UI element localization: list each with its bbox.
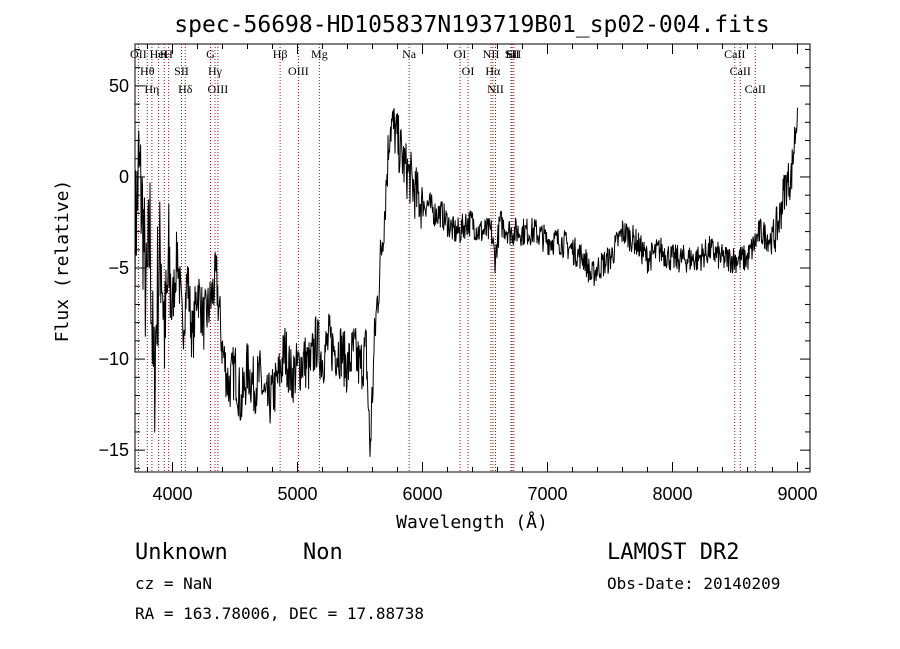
- marker-label-19: NII: [487, 82, 504, 96]
- chart-title: spec-56698-HD105837N193719B01_sp02-004.f…: [174, 12, 769, 38]
- x-tick-label-3: 7000: [527, 484, 567, 504]
- y-axis-ticks: −15 −10 −5 0 50: [98, 48, 810, 469]
- y-tick-label-4: 50: [109, 76, 129, 96]
- y-tick-label-1: −10: [98, 349, 129, 369]
- marker-label-11: Hβ: [273, 47, 288, 61]
- survey-name: LAMOST DR2: [607, 540, 739, 565]
- marker-label-3: HeI: [150, 47, 168, 61]
- marker-label-12: OIII: [288, 64, 309, 78]
- object-class: Unknown: [135, 540, 228, 565]
- marker-label-1: Hθ: [140, 64, 155, 78]
- marker-label-13: Mg: [311, 47, 328, 61]
- spectrum-line: [134, 107, 798, 457]
- x-axis-label: Wavelength (Å): [396, 511, 548, 533]
- x-tick-label-5: 9000: [777, 484, 817, 504]
- marker-label-9: Hγ: [208, 64, 223, 78]
- marker-label-7: Hδ: [178, 82, 193, 96]
- x-axis-ticks: 4000 5000 6000 7000 8000 9000: [147, 44, 818, 504]
- marker-label-15: OI: [454, 47, 467, 61]
- spectrum-series: [134, 107, 798, 457]
- marker-label-2: Hη: [144, 82, 159, 96]
- x-tick-label-1: 5000: [277, 484, 317, 504]
- marker-label-6: SII: [174, 64, 189, 78]
- marker-label-25: CaII: [745, 82, 766, 96]
- redshift-cz: cz = NaN: [135, 574, 212, 593]
- marker-label-0: OII: [130, 47, 147, 61]
- marker-label-22: SII: [507, 47, 522, 61]
- marker-label-8: G: [206, 47, 215, 61]
- y-tick-label-0: −15: [98, 440, 129, 460]
- plot-frame: [134, 43, 811, 473]
- observation-date: Obs-Date: 20140209: [607, 574, 780, 593]
- x-tick-label-4: 8000: [652, 484, 692, 504]
- marker-label-24: CaII: [730, 64, 751, 78]
- marker-label-4: K: [160, 47, 169, 61]
- coordinates: RA = 163.78006, DEC = 17.88738: [135, 604, 424, 623]
- marker-label-14: Na: [402, 47, 417, 61]
- emission-line-markers: [137, 44, 756, 472]
- x-tick-label-2: 6000: [402, 484, 442, 504]
- marker-label-20: Li: [506, 47, 517, 61]
- marker-label-18: Hα: [485, 64, 501, 78]
- y-tick-label-2: −5: [108, 258, 129, 278]
- y-axis-label: Flux (relative): [52, 180, 73, 343]
- marker-label-17: NII: [483, 47, 500, 61]
- y-tick-label-3: 0: [119, 167, 129, 187]
- marker-label-21: SII: [505, 47, 520, 61]
- marker-label-23: CaII: [724, 47, 745, 61]
- marker-label-16: OI: [462, 64, 475, 78]
- marker-label-10: OIII: [208, 82, 229, 96]
- x-tick-label-0: 4000: [152, 484, 192, 504]
- object-subclass: Non: [303, 540, 343, 565]
- marker-label-5: H: [164, 47, 173, 61]
